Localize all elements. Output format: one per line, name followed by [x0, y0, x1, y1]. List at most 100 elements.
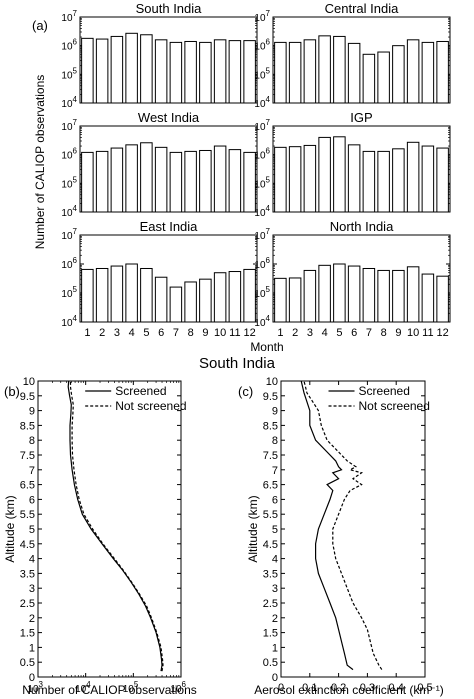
- x-tick-label: 105: [123, 680, 139, 695]
- x-tick-label: 4: [322, 327, 328, 339]
- bar: [288, 41, 302, 104]
- panel-a-label: (a): [32, 18, 48, 33]
- y-tick-label: 1: [29, 642, 35, 654]
- legend-label: Screened: [115, 384, 166, 398]
- bar: [154, 276, 168, 323]
- bar: [377, 269, 390, 323]
- x-axis-label: Number of CALIOP observations: [22, 683, 197, 697]
- bar: [125, 144, 138, 213]
- y-tick-label: 6.5: [263, 480, 278, 492]
- bar: [125, 32, 138, 104]
- bar: [243, 40, 256, 104]
- x-tick-label: 0: [278, 682, 284, 694]
- legend-label: Not screened: [115, 399, 186, 413]
- panel-title: North India: [330, 219, 394, 234]
- x-tick-label: 0.2: [331, 682, 346, 694]
- y-tick-label: 106: [61, 256, 77, 271]
- plot-frame: [272, 125, 451, 213]
- bar: [213, 145, 227, 213]
- bar: [436, 275, 449, 323]
- bar: [303, 144, 317, 213]
- x-tick-label: 2: [292, 327, 298, 339]
- bar: [140, 267, 153, 323]
- y-tick-label: 105: [254, 175, 270, 190]
- bar: [110, 35, 124, 104]
- bar: [406, 39, 420, 104]
- bar: [169, 286, 183, 323]
- bar: [184, 281, 197, 323]
- bar: [333, 263, 346, 323]
- x-tick-label: 0.5: [417, 682, 432, 694]
- bar: [95, 38, 109, 104]
- bar: [110, 265, 124, 323]
- y-tick-label: 1.5: [263, 628, 278, 640]
- y-tick-label: 104: [61, 95, 77, 110]
- top-xlabel: Month: [250, 340, 283, 354]
- y-tick-label: 104: [254, 314, 270, 329]
- x-tick-label: 1: [84, 327, 90, 339]
- x-tick-label: 3: [307, 327, 313, 339]
- bar: [154, 146, 168, 213]
- bar: [274, 277, 287, 323]
- bar: [347, 265, 361, 323]
- bar: [199, 41, 212, 104]
- y-tick-label: 7.5: [20, 450, 35, 462]
- y-tick-label: 4.5: [263, 539, 278, 551]
- y-tick-label: 6.5: [20, 480, 35, 492]
- y-tick-label: 9: [272, 406, 278, 418]
- bar: [333, 136, 346, 213]
- y-tick-label: 7.5: [263, 450, 278, 462]
- bar: [406, 266, 420, 323]
- bar: [154, 39, 168, 104]
- x-tick-label: 2: [99, 327, 105, 339]
- y-tick-label: 3: [29, 583, 35, 595]
- bar: [125, 263, 138, 323]
- x-tick-label: 9: [202, 327, 208, 339]
- y-tick-label: 7: [272, 465, 278, 477]
- extinction-profile-panel: 0 0.5 1 1.5 2 2.5 3 3.5 4 4.5 5 5.5 6 6.5 7 7.5 8 8.5 9 9.5…: [246, 376, 444, 697]
- x-axis-label: Aerosol extinction coefficient (km⁻¹): [254, 683, 444, 697]
- bar: [228, 271, 242, 323]
- y-tick-label: 107: [254, 227, 270, 242]
- bar: [184, 150, 197, 213]
- y-tick-label: 107: [254, 9, 270, 24]
- y-tick-label: 10: [23, 376, 35, 388]
- bar: [421, 273, 435, 323]
- x-tick-label: 12: [244, 327, 256, 339]
- plot-frame: [79, 125, 258, 213]
- x-tick-label: 8: [381, 327, 387, 339]
- x-tick-label: 1: [277, 327, 283, 339]
- x-tick-label: 12: [437, 327, 449, 339]
- y-tick-label: 1: [272, 642, 278, 654]
- panel-b-label: (b): [4, 384, 20, 399]
- legend-label: Not screened: [359, 399, 430, 413]
- y-tick-label: 105: [61, 66, 77, 81]
- y-tick-label: 105: [254, 66, 270, 81]
- bar: [436, 147, 449, 213]
- series-line-not-screened: [303, 380, 383, 670]
- bar: [199, 149, 212, 213]
- panel-title: East India: [140, 219, 199, 234]
- bar: [213, 272, 227, 323]
- y-tick-label: 0.5: [20, 657, 35, 669]
- bar: [184, 40, 197, 104]
- plot-frame: [79, 234, 258, 323]
- bar: [362, 53, 376, 104]
- y-tick-label: 106: [254, 147, 270, 162]
- y-tick-label: 9.5: [263, 391, 278, 403]
- x-tick-label: 3: [114, 327, 120, 339]
- bar: [169, 41, 183, 104]
- panel-title: South India: [136, 1, 203, 16]
- x-tick-label: 5: [143, 327, 149, 339]
- y-tick-label: 5: [29, 524, 35, 536]
- bar: [377, 150, 390, 213]
- legend-label: Screened: [359, 384, 410, 398]
- bar-panel-0: South India 104 105 106 107: [61, 1, 258, 110]
- y-tick-label: 5: [272, 524, 278, 536]
- x-tick-label: 8: [188, 327, 194, 339]
- y-tick-label: 5.5: [263, 509, 278, 521]
- bar: [95, 267, 109, 323]
